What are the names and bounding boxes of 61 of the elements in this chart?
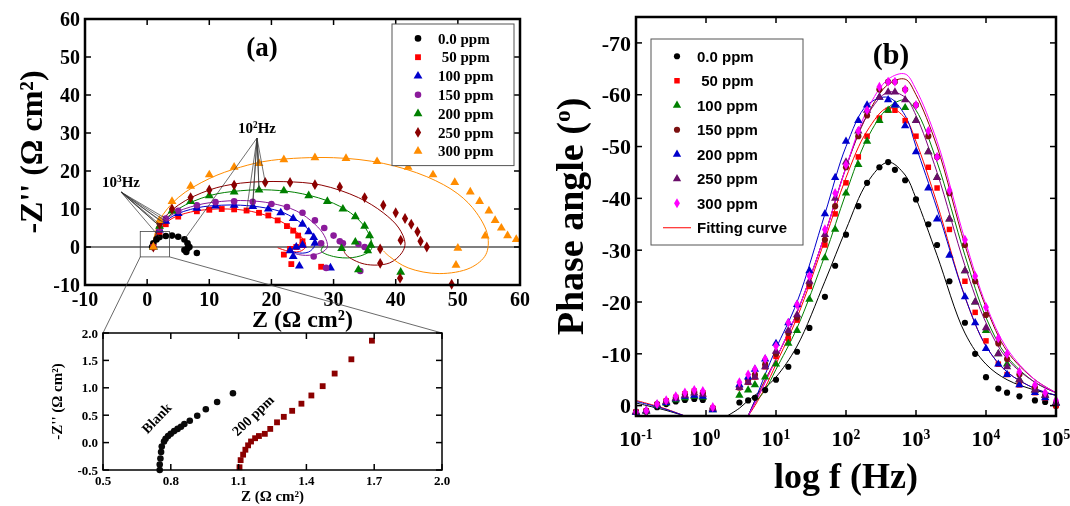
y-tick-label: 1.0 <box>81 380 98 396</box>
legend-label: Fitting curve <box>697 219 788 236</box>
x-tick-label: 1.4 <box>298 473 316 488</box>
x-tick-label: 1.1 <box>230 473 247 488</box>
x-tick-label: 10 <box>199 288 220 310</box>
y-tick-label: -60 <box>601 82 631 108</box>
x-tick-label: 10$^{-1}$ <box>619 426 653 451</box>
legend-label: 0.0 ppm <box>438 30 491 47</box>
x-tick-label: 40 <box>385 288 406 310</box>
legend-label: 300 ppm <box>438 143 494 160</box>
legend-label: 100 ppm <box>438 68 494 85</box>
y-tick-label: 2.0 <box>81 325 98 341</box>
y-tick-label: -40 <box>601 186 631 212</box>
x-tick-label: 2.0 <box>433 473 451 488</box>
y-tick-label: 0.5 <box>81 407 99 423</box>
legend-label: 150 ppm <box>697 121 758 138</box>
legend-label: 50 ppm <box>697 72 754 89</box>
x-axis-title: log f (Hz) <box>774 456 918 496</box>
x-tick-label: 0 <box>142 288 153 310</box>
x-tick-label: 10$^{3}$ <box>901 426 931 451</box>
y-tick-label: 60 <box>60 8 80 30</box>
legend-label: 300 ppm <box>697 194 758 212</box>
legend-label: 50 ppm <box>438 49 491 66</box>
y-tick-label: 30 <box>60 122 80 144</box>
y-tick-label: -20 <box>601 289 631 315</box>
y-tick-label: 10 <box>60 198 80 220</box>
x-tick-label: 10$^{1}$ <box>761 426 791 451</box>
y-tick-label: -0.5 <box>77 462 99 478</box>
annotation: 10$^{3}$Hz <box>102 174 141 190</box>
x-tick-label: 0.8 <box>162 473 180 488</box>
y-tick-label: 0 <box>620 393 631 419</box>
y-tick-label: 0.0 <box>81 435 98 451</box>
x-tick-label: 10$^{4}$ <box>971 426 1001 451</box>
legend-label: 250 ppm <box>438 124 494 141</box>
legend-label: 0.0 ppm <box>697 47 754 65</box>
y-axis-title: -Z'' (Ω cm²) <box>49 363 66 440</box>
legend-label: 200 ppm <box>438 105 494 122</box>
y-axis-title: -Z'' (Ω cm²) <box>13 70 49 234</box>
y-tick-label: -70 <box>601 30 631 56</box>
y-tick-label: 40 <box>60 84 80 106</box>
y-tick-label: 0 <box>70 236 80 258</box>
x-tick-label: 60 <box>510 288 530 310</box>
text: (b) <box>872 37 910 71</box>
x-tick-label: 50 <box>447 288 468 310</box>
y-tick-label: 1.5 <box>81 352 99 368</box>
x-tick-label: 10$^{2}$ <box>831 426 861 451</box>
y-tick-label: -10 <box>601 341 631 367</box>
y-tick-label: 20 <box>60 160 80 182</box>
x-axis-title: Z (Ω cm²) <box>240 488 305 505</box>
legend-label: 150 ppm <box>438 87 494 104</box>
annotation: 10$^{2}$Hz <box>238 120 277 136</box>
y-tick-label: -30 <box>601 237 631 263</box>
x-tick-label: 10$^{5}$ <box>1041 426 1070 451</box>
legend-label: 100 ppm <box>697 96 758 114</box>
legend-label: 250 ppm <box>697 170 758 187</box>
y-tick-label: 50 <box>60 46 80 68</box>
y-tick-label: -50 <box>601 134 631 160</box>
x-tick-label: 1.7 <box>366 473 383 488</box>
text: (a) <box>246 32 278 62</box>
legend-label: 200 ppm <box>697 145 758 163</box>
x-tick-label: 10$^{0}$ <box>691 426 721 451</box>
